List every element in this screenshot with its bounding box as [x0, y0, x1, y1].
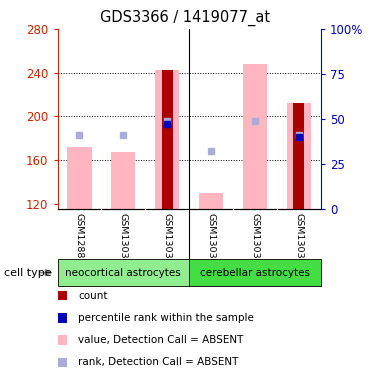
Text: count: count — [78, 291, 108, 301]
Bar — [68, 147, 92, 209]
Text: GSM128874: GSM128874 — [75, 213, 84, 271]
Bar — [155, 70, 179, 209]
Text: GSM130363: GSM130363 — [250, 213, 260, 271]
Bar — [58, 259, 189, 286]
Text: neocortical astrocytes: neocortical astrocytes — [66, 268, 181, 278]
Bar — [111, 152, 135, 209]
Bar — [293, 103, 305, 209]
Bar — [199, 193, 223, 209]
Text: percentile rank within the sample: percentile rank within the sample — [78, 313, 254, 323]
Bar — [243, 64, 267, 209]
Text: GSM130340: GSM130340 — [119, 213, 128, 271]
Text: GSM130361: GSM130361 — [163, 213, 172, 271]
Text: GSM130362: GSM130362 — [207, 213, 216, 271]
Text: rank, Detection Call = ABSENT: rank, Detection Call = ABSENT — [78, 358, 238, 367]
Bar — [189, 259, 321, 286]
Text: cell type: cell type — [4, 268, 51, 278]
Text: GDS3366 / 1419077_at: GDS3366 / 1419077_at — [101, 10, 270, 26]
Text: value, Detection Call = ABSENT: value, Detection Call = ABSENT — [78, 335, 243, 345]
Text: cerebellar astrocytes: cerebellar astrocytes — [200, 268, 310, 278]
Bar — [287, 103, 311, 209]
Bar — [162, 70, 173, 209]
Text: GSM130364: GSM130364 — [295, 213, 303, 271]
